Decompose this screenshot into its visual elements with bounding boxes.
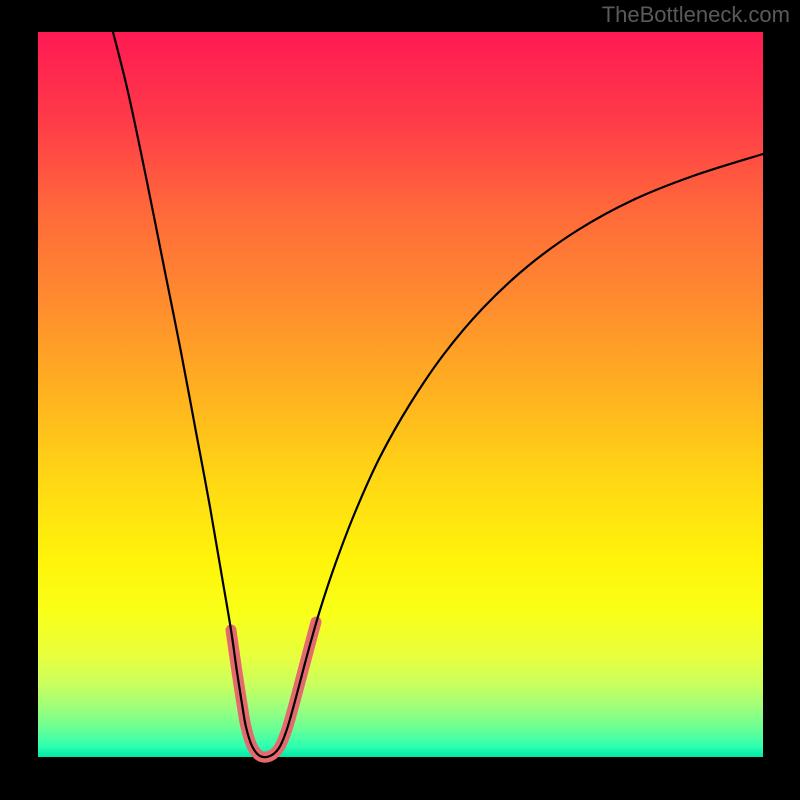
gradient-background — [38, 32, 763, 757]
chart-frame: TheBottleneck.com — [0, 0, 800, 800]
bottleneck-chart — [0, 0, 800, 800]
watermark-text: TheBottleneck.com — [602, 2, 790, 28]
